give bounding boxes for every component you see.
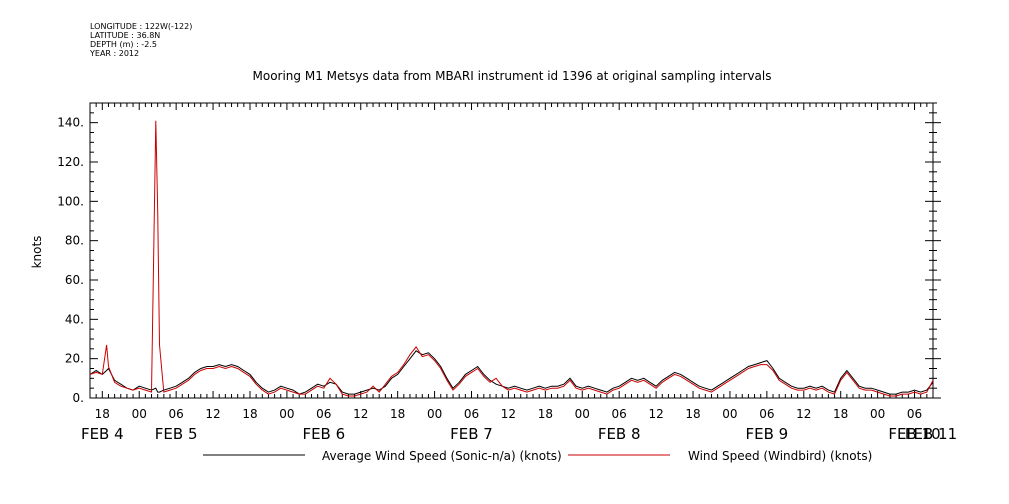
y-tick-label: 80.: [65, 234, 84, 248]
y-tick-label: 60.: [65, 273, 84, 287]
x-tick-label: 12: [353, 407, 368, 421]
x-tick-label: 06: [907, 407, 922, 421]
date-label: FEB 7: [450, 425, 493, 443]
header-metadata: LONGITUDE : 122W(-122) LATITUDE : 36.8N …: [90, 22, 192, 58]
date-label: FEB 5: [155, 425, 198, 443]
depth-text: DEPTH (m) : -2.5: [90, 40, 157, 49]
y-tick-label: 100.: [57, 194, 84, 208]
x-tick-label: 12: [648, 407, 663, 421]
date-label: FEB 11: [905, 425, 957, 443]
x-tick-label: 00: [870, 407, 885, 421]
y-tick-label: 20.: [65, 352, 84, 366]
y-tick-label: 0.: [73, 391, 84, 405]
legend: Average Wind Speed (Sonic-n/a) (knots) Wi…: [203, 449, 872, 463]
x-tick-label: 06: [759, 407, 774, 421]
x-tick-label: 18: [390, 407, 405, 421]
y-axis-label: knots: [30, 236, 44, 269]
legend-label-average: Average Wind Speed (Sonic-n/a) (knots): [322, 449, 562, 463]
date-label: FEB 6: [302, 425, 345, 443]
x-tick-label: 06: [612, 407, 627, 421]
y-tick-label: 120.: [57, 155, 84, 169]
x-tick-label: 18: [95, 407, 110, 421]
legend-label-windbird: Wind Speed (Windbird) (knots): [688, 449, 872, 463]
series-line-average-wind-speed: [89, 350, 934, 395]
x-tick-label: 12: [501, 407, 516, 421]
chart-title: Mooring M1 Metsys data from MBARI instru…: [253, 69, 772, 83]
longitude-text: LONGITUDE : 122W(-122): [90, 22, 193, 31]
latitude-text: LATITUDE : 36.8N: [90, 31, 161, 40]
date-label: FEB 4: [81, 425, 124, 443]
x-tick-label: 18: [242, 407, 257, 421]
x-tick-label: 00: [279, 407, 294, 421]
date-label: FEB 10: [888, 425, 940, 443]
x-tick-label: 06: [169, 407, 184, 421]
x-tick-label: 00: [132, 407, 147, 421]
date-label: FEB 8: [598, 425, 641, 443]
x-tick-label: 12: [796, 407, 811, 421]
x-tick-label: 18: [538, 407, 553, 421]
series-line-windbird-wind-speed: [89, 120, 934, 397]
plot-frame: [89, 102, 934, 399]
x-tick-label: 06: [316, 407, 331, 421]
axes: 18 00 06 12 18 00 06 12 18 00 06 12 18 00 06 12 18 00 06 12…: [57, 102, 957, 443]
x-tick-label: 12: [205, 407, 220, 421]
x-tick-label: 06: [464, 407, 479, 421]
x-tick-label: 18: [685, 407, 700, 421]
series-lines: [89, 120, 934, 397]
x-tick-label: 18: [833, 407, 848, 421]
year-text: YEAR : 2012: [90, 49, 140, 58]
y-tick-label: 140.: [57, 116, 84, 130]
y-tick-label: 40.: [65, 312, 84, 326]
x-tick-label: 00: [575, 407, 590, 421]
x-tick-label: 00: [722, 407, 737, 421]
x-tick-label: 00: [427, 407, 442, 421]
date-label: FEB 9: [746, 425, 789, 443]
